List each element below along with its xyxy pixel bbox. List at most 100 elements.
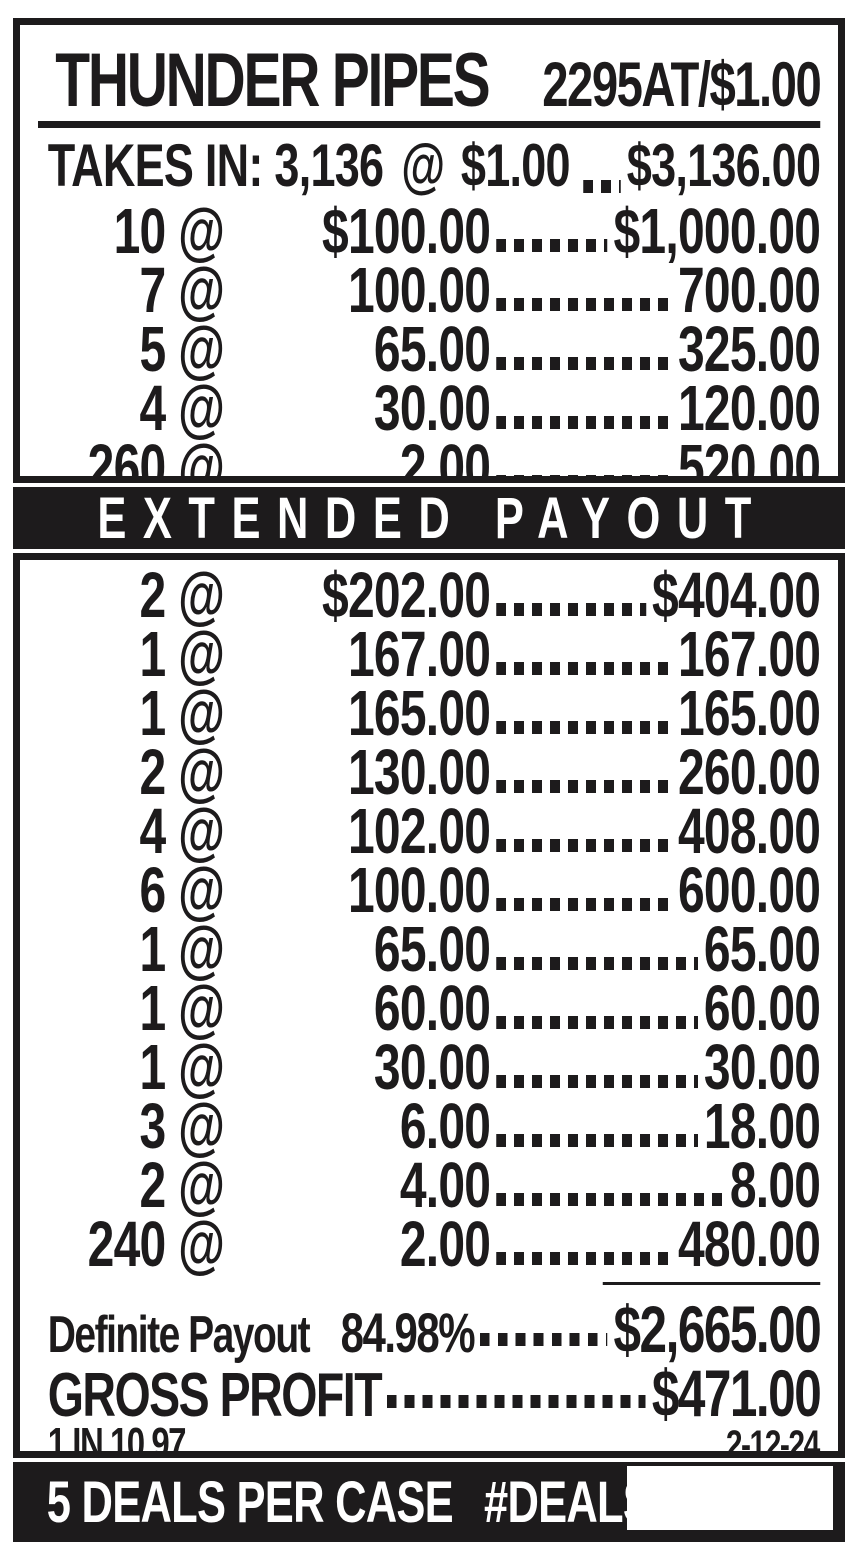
payout-count: 2 [139, 559, 167, 631]
win-odds: 1 IN 10.97 [47, 1419, 187, 1458]
payout-row: 240 @ 2.00 480.00 [20, 1208, 838, 1280]
payout-total: 8.00 [729, 1149, 821, 1221]
payout-row: 7 @ 100.00 700.00 [20, 254, 838, 326]
payout-count: 2 [139, 1149, 167, 1221]
at-symbol: @ [178, 913, 225, 985]
payout-total: $404.00 [651, 559, 821, 631]
payout-value: 65.00 [373, 913, 491, 985]
payout-row: 6 @ 100.00 600.00 [20, 854, 838, 926]
payout-count: 5 [139, 313, 167, 385]
at-symbol: @ [178, 1090, 225, 1162]
footer-bar-content: 5 DEALS PER CASE #DEALS [13, 1462, 845, 1542]
dotted-leader [496, 1252, 672, 1265]
dotted-leader [496, 416, 672, 429]
definite-payout-percent: 84.98% [340, 1301, 476, 1364]
payout-value: 100.00 [347, 254, 491, 326]
revision-date: 2-12-24 [725, 1423, 820, 1458]
payout-total: $1,000.00 [613, 195, 821, 267]
takes-in-at-symbol: @ [401, 132, 445, 199]
game-title: THUNDER PIPES [55, 38, 490, 123]
payout-row: 260 @ 2.00 520.00 [20, 431, 838, 483]
header-box-content: THUNDER PIPES 2295AT/$1.00 TAKES IN: 3,1… [20, 25, 838, 483]
top-payout-table: 10 @ $100.00 $1,000.00 7 @ 100.00 700.00… [20, 195, 838, 483]
payout-row: 2 @ $202.00 $404.00 [20, 559, 838, 631]
at-symbol: @ [178, 254, 225, 326]
payout-total: 520.00 [677, 431, 821, 483]
dotted-leader [496, 957, 698, 970]
payout-row: 2 @ 4.00 8.00 [20, 1149, 838, 1221]
dotted-leader [480, 1333, 608, 1346]
dotted-leader [496, 603, 646, 616]
payout-total: 325.00 [677, 313, 821, 385]
payout-value: 6.00 [399, 1090, 491, 1162]
dotted-leader [496, 1016, 698, 1029]
payout-count: 260 [87, 431, 167, 483]
payout-value: 165.00 [347, 677, 491, 749]
payout-row: 5 @ 65.00 325.00 [20, 313, 838, 385]
takes-in-unit-price: $1.00 [460, 132, 571, 199]
dotted-leader [496, 662, 672, 675]
dotted-leader [496, 239, 608, 252]
payout-count: 2 [139, 736, 167, 808]
payout-total: 65.00 [703, 913, 821, 985]
at-symbol: @ [178, 972, 225, 1044]
payout-row: 3 @ 6.00 18.00 [20, 1090, 838, 1162]
at-symbol: @ [178, 431, 225, 483]
payout-count: 4 [139, 795, 167, 867]
dotted-leader [496, 1075, 698, 1088]
payout-total: 120.00 [677, 372, 821, 444]
payout-value: 30.00 [373, 1031, 491, 1103]
at-symbol: @ [178, 313, 225, 385]
dotted-leader [496, 721, 672, 734]
payout-value: $202.00 [321, 559, 491, 631]
takes-in-row: TAKES IN: 3,136 @ $1.00 $3,136.00 [20, 128, 838, 202]
payout-row: 10 @ $100.00 $1,000.00 [20, 195, 838, 267]
form-price-code: 2295AT/$1.00 [542, 50, 821, 120]
dotted-leader [496, 298, 672, 311]
payout-total: 480.00 [677, 1208, 821, 1280]
payout-total: 600.00 [677, 854, 821, 926]
payout-value: $100.00 [321, 195, 491, 267]
extended-payout-banner-content: EXTENDED PAYOUT [13, 487, 845, 549]
extended-payout-banner: EXTENDED PAYOUT [13, 487, 845, 549]
payout-count: 1 [139, 618, 167, 690]
at-symbol: @ [178, 618, 225, 690]
payout-value: 130.00 [347, 736, 491, 808]
payout-value: 2.00 [399, 1208, 491, 1280]
payout-row: 1 @ 30.00 30.00 [20, 1031, 838, 1103]
takes-in-label: TAKES IN: 3,136 [47, 132, 384, 199]
payout-row: 4 @ 102.00 408.00 [20, 795, 838, 867]
header-box: THUNDER PIPES 2295AT/$1.00 TAKES IN: 3,1… [13, 18, 845, 483]
at-symbol: @ [178, 854, 225, 926]
dotted-leader [496, 475, 672, 476]
deals-count-fill-in-box[interactable] [627, 1466, 833, 1530]
extended-payout-box: 2 @ $202.00 $404.00 1 @ 167.00 167.00 1 … [13, 553, 845, 1458]
payout-value: 100.00 [347, 854, 491, 926]
deals-per-case-label-wrap: 5 DEALS PER CASE [13, 1462, 454, 1542]
payout-row: 2 @ 130.00 260.00 [20, 736, 838, 808]
payout-total: 165.00 [677, 677, 821, 749]
at-symbol: @ [178, 795, 225, 867]
payout-count: 1 [139, 972, 167, 1044]
deals-per-case-label: 5 DEALS PER CASE [46, 1469, 454, 1535]
at-symbol: @ [178, 372, 225, 444]
payout-count: 1 [139, 1031, 167, 1103]
dotted-leader [387, 1395, 646, 1408]
at-symbol: @ [178, 559, 225, 631]
payout-row: 4 @ 30.00 120.00 [20, 372, 838, 444]
dotted-leader [496, 1134, 698, 1147]
payout-count: 7 [139, 254, 167, 326]
dotted-leader [496, 898, 672, 911]
payout-total: 60.00 [703, 972, 821, 1044]
extended-payout-table: 2 @ $202.00 $404.00 1 @ 167.00 167.00 1 … [20, 559, 838, 1280]
gross-profit-total: $471.00 [651, 1356, 822, 1430]
definite-payout-row: Definite Payout 84.98% $2,665.00 [20, 1291, 838, 1366]
dotted-leader [496, 839, 672, 852]
footer-bar: 5 DEALS PER CASE #DEALS [13, 1462, 845, 1542]
num-deals-label-wrap: #DEALS [484, 1462, 652, 1542]
payout-value: 2.00 [399, 431, 491, 483]
payout-count: 1 [139, 913, 167, 985]
payout-value: 30.00 [373, 372, 491, 444]
definite-payout-label: Definite Payout [47, 1306, 311, 1364]
payout-count: 6 [139, 854, 167, 926]
